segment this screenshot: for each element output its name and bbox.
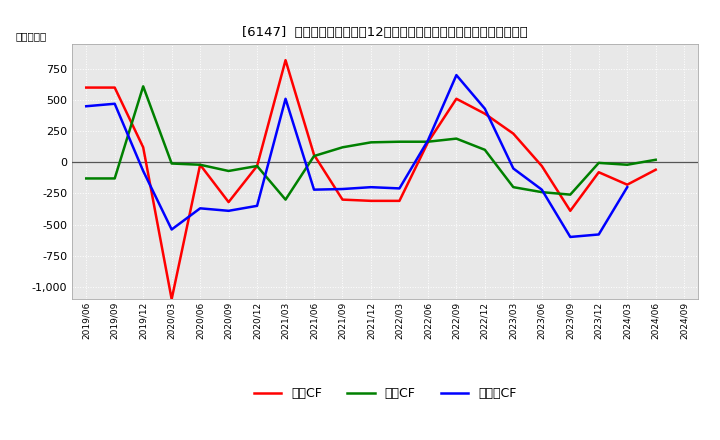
フリーCF xyxy=(110,101,119,106)
営業CF xyxy=(595,169,603,175)
営業CF xyxy=(423,140,432,145)
営業CF xyxy=(338,197,347,202)
投資CF xyxy=(395,139,404,144)
フリーCF xyxy=(395,186,404,191)
フリーCF xyxy=(366,184,375,190)
投資CF xyxy=(623,162,631,167)
フリーCF xyxy=(310,187,318,192)
営業CF xyxy=(509,131,518,136)
フリーCF xyxy=(338,187,347,192)
フリーCF xyxy=(253,203,261,209)
投資CF xyxy=(310,154,318,159)
投資CF xyxy=(537,190,546,195)
フリーCF xyxy=(480,106,489,111)
フリーCF xyxy=(509,166,518,171)
フリーCF xyxy=(82,103,91,109)
Title: [6147]  キャッシュフローの12か月移動合計の対前年同期増減額の推移: [6147] キャッシュフローの12か月移動合計の対前年同期増減額の推移 xyxy=(243,26,528,39)
フリーCF xyxy=(537,187,546,192)
Text: （百万円）: （百万円） xyxy=(16,31,47,41)
投資CF xyxy=(652,157,660,162)
フリーCF xyxy=(452,73,461,78)
投資CF xyxy=(167,161,176,166)
投資CF xyxy=(452,136,461,141)
フリーCF xyxy=(566,235,575,240)
フリーCF xyxy=(595,232,603,237)
営業CF xyxy=(167,297,176,302)
営業CF xyxy=(282,58,290,63)
営業CF xyxy=(395,198,404,203)
フリーCF xyxy=(139,169,148,174)
フリーCF xyxy=(282,96,290,101)
フリーCF xyxy=(196,205,204,211)
フリーCF xyxy=(225,208,233,213)
営業CF xyxy=(452,96,461,101)
投資CF xyxy=(253,163,261,169)
Line: 営業CF: 営業CF xyxy=(86,60,656,299)
営業CF xyxy=(139,145,148,150)
フリーCF xyxy=(423,138,432,143)
投資CF xyxy=(366,140,375,145)
営業CF xyxy=(366,198,375,203)
投資CF xyxy=(566,192,575,197)
投資CF xyxy=(282,197,290,202)
投資CF xyxy=(423,139,432,144)
営業CF xyxy=(623,182,631,187)
営業CF xyxy=(310,152,318,158)
投資CF xyxy=(82,176,91,181)
投資CF xyxy=(110,176,119,181)
投資CF xyxy=(480,147,489,152)
営業CF xyxy=(253,163,261,169)
Legend: 営業CF, 投資CF, フリーCF: 営業CF, 投資CF, フリーCF xyxy=(254,387,516,400)
投資CF xyxy=(225,169,233,174)
Line: 投資CF: 投資CF xyxy=(86,86,656,200)
投資CF xyxy=(595,160,603,165)
営業CF xyxy=(110,85,119,90)
フリーCF xyxy=(167,227,176,232)
営業CF xyxy=(566,208,575,213)
営業CF xyxy=(652,167,660,172)
営業CF xyxy=(82,85,91,90)
営業CF xyxy=(196,162,204,167)
営業CF xyxy=(537,163,546,169)
投資CF xyxy=(338,145,347,150)
フリーCF xyxy=(623,184,631,190)
Line: フリーCF: フリーCF xyxy=(86,75,627,237)
営業CF xyxy=(480,111,489,116)
投資CF xyxy=(509,184,518,190)
営業CF xyxy=(225,199,233,205)
投資CF xyxy=(196,162,204,167)
投資CF xyxy=(139,84,148,89)
